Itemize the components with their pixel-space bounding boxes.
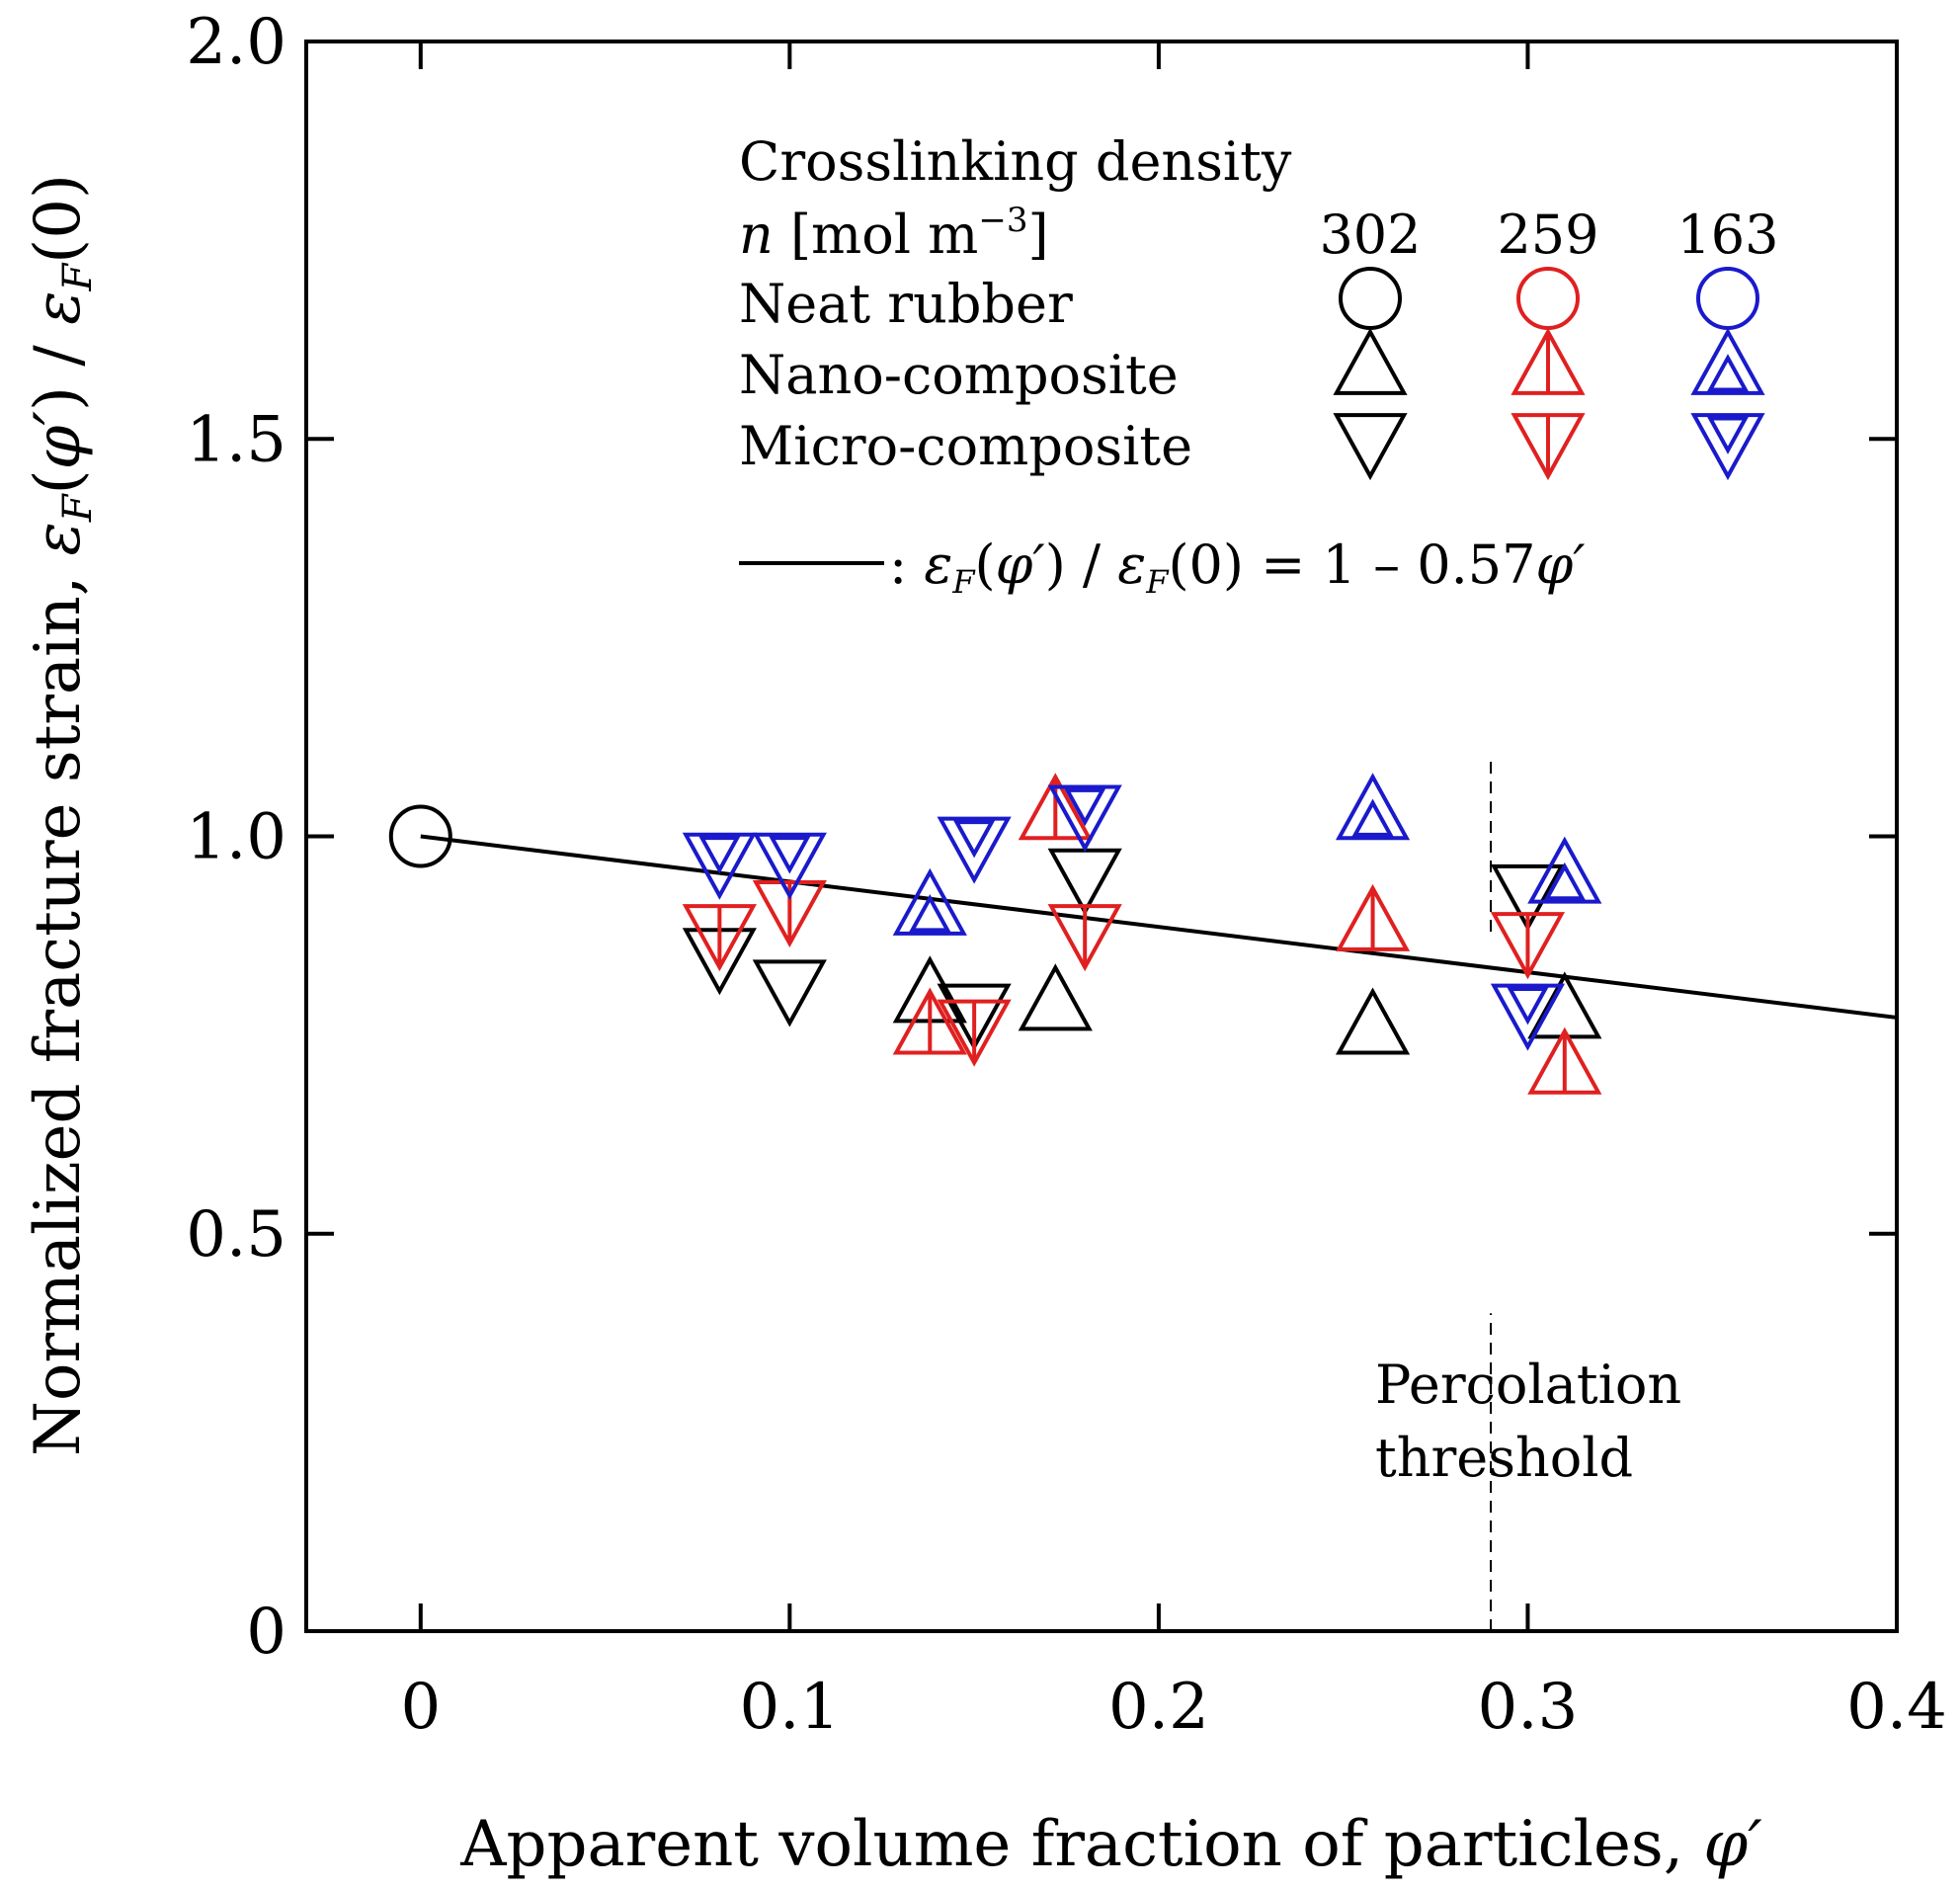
series-259-micro — [682, 879, 1566, 1067]
data-point-163-nano-outline — [1335, 773, 1411, 841]
legend-density-259: 259 — [1497, 204, 1598, 266]
data-point-302-micro-outline — [937, 983, 1012, 1051]
x-tick-label: 0 — [400, 1671, 441, 1744]
data-point-302-micro — [937, 983, 1012, 1051]
data-point-259-nano — [1335, 883, 1411, 951]
legend-marker-163-micro — [1690, 413, 1765, 481]
data-point-302-micro-outline — [1490, 863, 1566, 932]
legend-density-163: 163 — [1676, 204, 1778, 266]
legend-marker-302-neat — [1339, 267, 1402, 330]
legend-row-micro: Micro-composite — [739, 415, 1192, 477]
data-point-302-micro-outline — [1047, 848, 1122, 916]
x-tick-label: 0.1 — [739, 1671, 840, 1744]
data-point-163-nano — [892, 867, 967, 936]
data-point-302-micro — [1490, 863, 1566, 932]
legend-marker-259-micro — [1511, 413, 1586, 481]
data-point-259-micro — [937, 999, 1012, 1067]
series-302-micro — [682, 848, 1566, 1051]
legend-marker-163-micro-outline — [1690, 413, 1765, 481]
series-163-micro — [682, 784, 1566, 1051]
legend-marker-259-nano — [1511, 327, 1586, 395]
y-tick-label: 2.0 — [186, 6, 286, 79]
data-point-302-neat — [388, 804, 452, 868]
data-point-163-nano-inner — [1543, 862, 1586, 901]
legend-row-nano: Nano-composite — [739, 344, 1179, 406]
series-302-neat — [388, 804, 452, 868]
legend-row-neat: Neat rubber — [739, 273, 1073, 335]
x-tick-label: 0.3 — [1478, 1671, 1579, 1744]
data-point-302-micro — [752, 959, 827, 1027]
y-tick-label: 1.5 — [186, 403, 286, 476]
legend-marker-302-micro — [1333, 413, 1408, 481]
y-tick-label: 0.5 — [186, 1198, 286, 1272]
legend-fit-line-label: : εF(φ′) / εF(0) = 1 – 0.57φ′ — [889, 534, 1586, 601]
data-point-302-micro — [1047, 848, 1122, 916]
data-point-163-micro-outline — [1047, 784, 1122, 853]
data-point-163-micro-inner — [952, 820, 996, 859]
y-tick-label: 1.0 — [186, 801, 286, 874]
data-point-163-nano-inner — [909, 894, 951, 933]
plot-layer: 0 0.1 0.2 0.3 0.4 0 0.5 1.0 1.5 2.0 — [186, 6, 1947, 1744]
data-point-259-micro — [682, 904, 757, 972]
legend-marker-163-neat — [1696, 267, 1759, 330]
data-point-163-micro — [937, 816, 1012, 884]
annotation-percolation-line1: Percolation — [1375, 1354, 1681, 1416]
data-point-163-micro-inner — [698, 836, 741, 874]
legend-density-302: 302 — [1319, 204, 1421, 266]
legend-title: Crosslinking density — [739, 130, 1292, 193]
legend-marker-163-nano-inner — [1706, 354, 1750, 392]
legend-marker-163-nano-outline — [1690, 327, 1765, 395]
series-302-nano — [892, 955, 1602, 1055]
data-point-302-nano — [1018, 963, 1093, 1031]
data-point-163-micro-inner — [1064, 787, 1106, 827]
data-point-302-micro-outline — [752, 959, 827, 1027]
data-point-163-nano-inner — [1351, 798, 1394, 837]
data-point-163-micro-outline — [937, 816, 1012, 884]
data-point-163-micro-outline — [1490, 983, 1566, 1051]
data-point-163-micro-inner — [769, 836, 811, 874]
y-tick-label: 0 — [246, 1596, 286, 1669]
x-tick-label: 0.2 — [1108, 1671, 1209, 1744]
data-point-163-micro-outline — [682, 832, 757, 900]
legend-marker-302-micro-outline — [1333, 413, 1408, 481]
series-163-nano — [892, 773, 1602, 936]
data-point-163-micro — [1047, 784, 1122, 853]
data-point-163-micro — [1490, 983, 1566, 1051]
data-point-302-nano-outline — [1335, 987, 1411, 1055]
data-point-163-micro — [752, 832, 827, 900]
series-259-nano — [892, 773, 1602, 1095]
data-point-163-nano — [1527, 836, 1602, 904]
data-point-259-nano — [1527, 1027, 1602, 1095]
data-point-163-nano-outline — [892, 867, 967, 936]
data-point-259-nano — [892, 987, 967, 1055]
legend-marker-302-nano-outline — [1333, 327, 1408, 395]
data-point-259-micro — [1490, 912, 1566, 980]
x-axis-label: Apparent volume fraction of particles, φ… — [459, 1808, 1762, 1881]
x-tick-label: 0.4 — [1846, 1671, 1947, 1744]
legend-markers — [1333, 267, 1765, 481]
legend-marker-163-nano — [1690, 327, 1765, 395]
y-axis-label: Normalized fracture strain, εF(φ′) / εF(… — [22, 174, 101, 1456]
data-point-259-micro — [752, 879, 827, 948]
data-point-163-micro — [682, 832, 757, 900]
annotation-percolation-line2: threshold — [1375, 1427, 1633, 1489]
legend-unit-label: n [mol m−3] — [739, 201, 1049, 266]
data-point-163-nano — [1335, 773, 1411, 841]
data-point-163-micro-outline — [752, 832, 827, 900]
data-point-302-nano-outline — [1018, 963, 1093, 1031]
data-point-259-micro — [1047, 904, 1122, 972]
legend-marker-259-neat — [1516, 267, 1580, 330]
data-point-302-nano — [1335, 987, 1411, 1055]
fit-line — [420, 834, 1898, 1020]
data-point-163-micro-inner — [1507, 987, 1549, 1026]
legend-marker-163-micro-inner — [1706, 416, 1750, 454]
legend-marker-302-nano — [1333, 327, 1408, 395]
data-point-163-nano-outline — [1527, 836, 1602, 904]
